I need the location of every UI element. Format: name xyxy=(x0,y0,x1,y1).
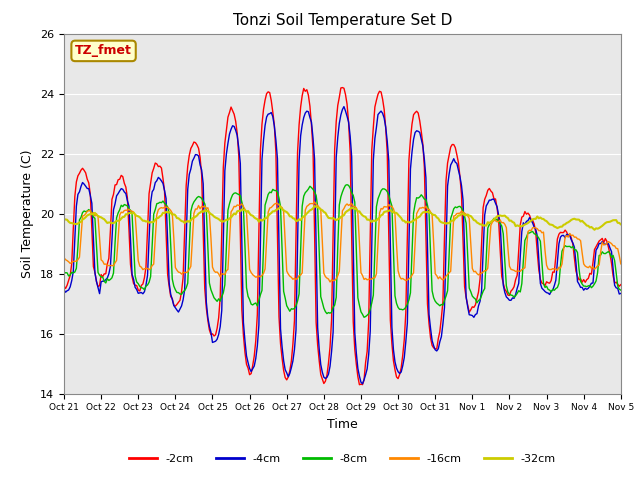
Legend: -2cm, -4cm, -8cm, -16cm, -32cm: -2cm, -4cm, -8cm, -16cm, -32cm xyxy=(125,450,560,468)
Title: Tonzi Soil Temperature Set D: Tonzi Soil Temperature Set D xyxy=(233,13,452,28)
X-axis label: Time: Time xyxy=(327,418,358,431)
Text: TZ_fmet: TZ_fmet xyxy=(75,44,132,58)
Y-axis label: Soil Temperature (C): Soil Temperature (C) xyxy=(22,149,35,278)
